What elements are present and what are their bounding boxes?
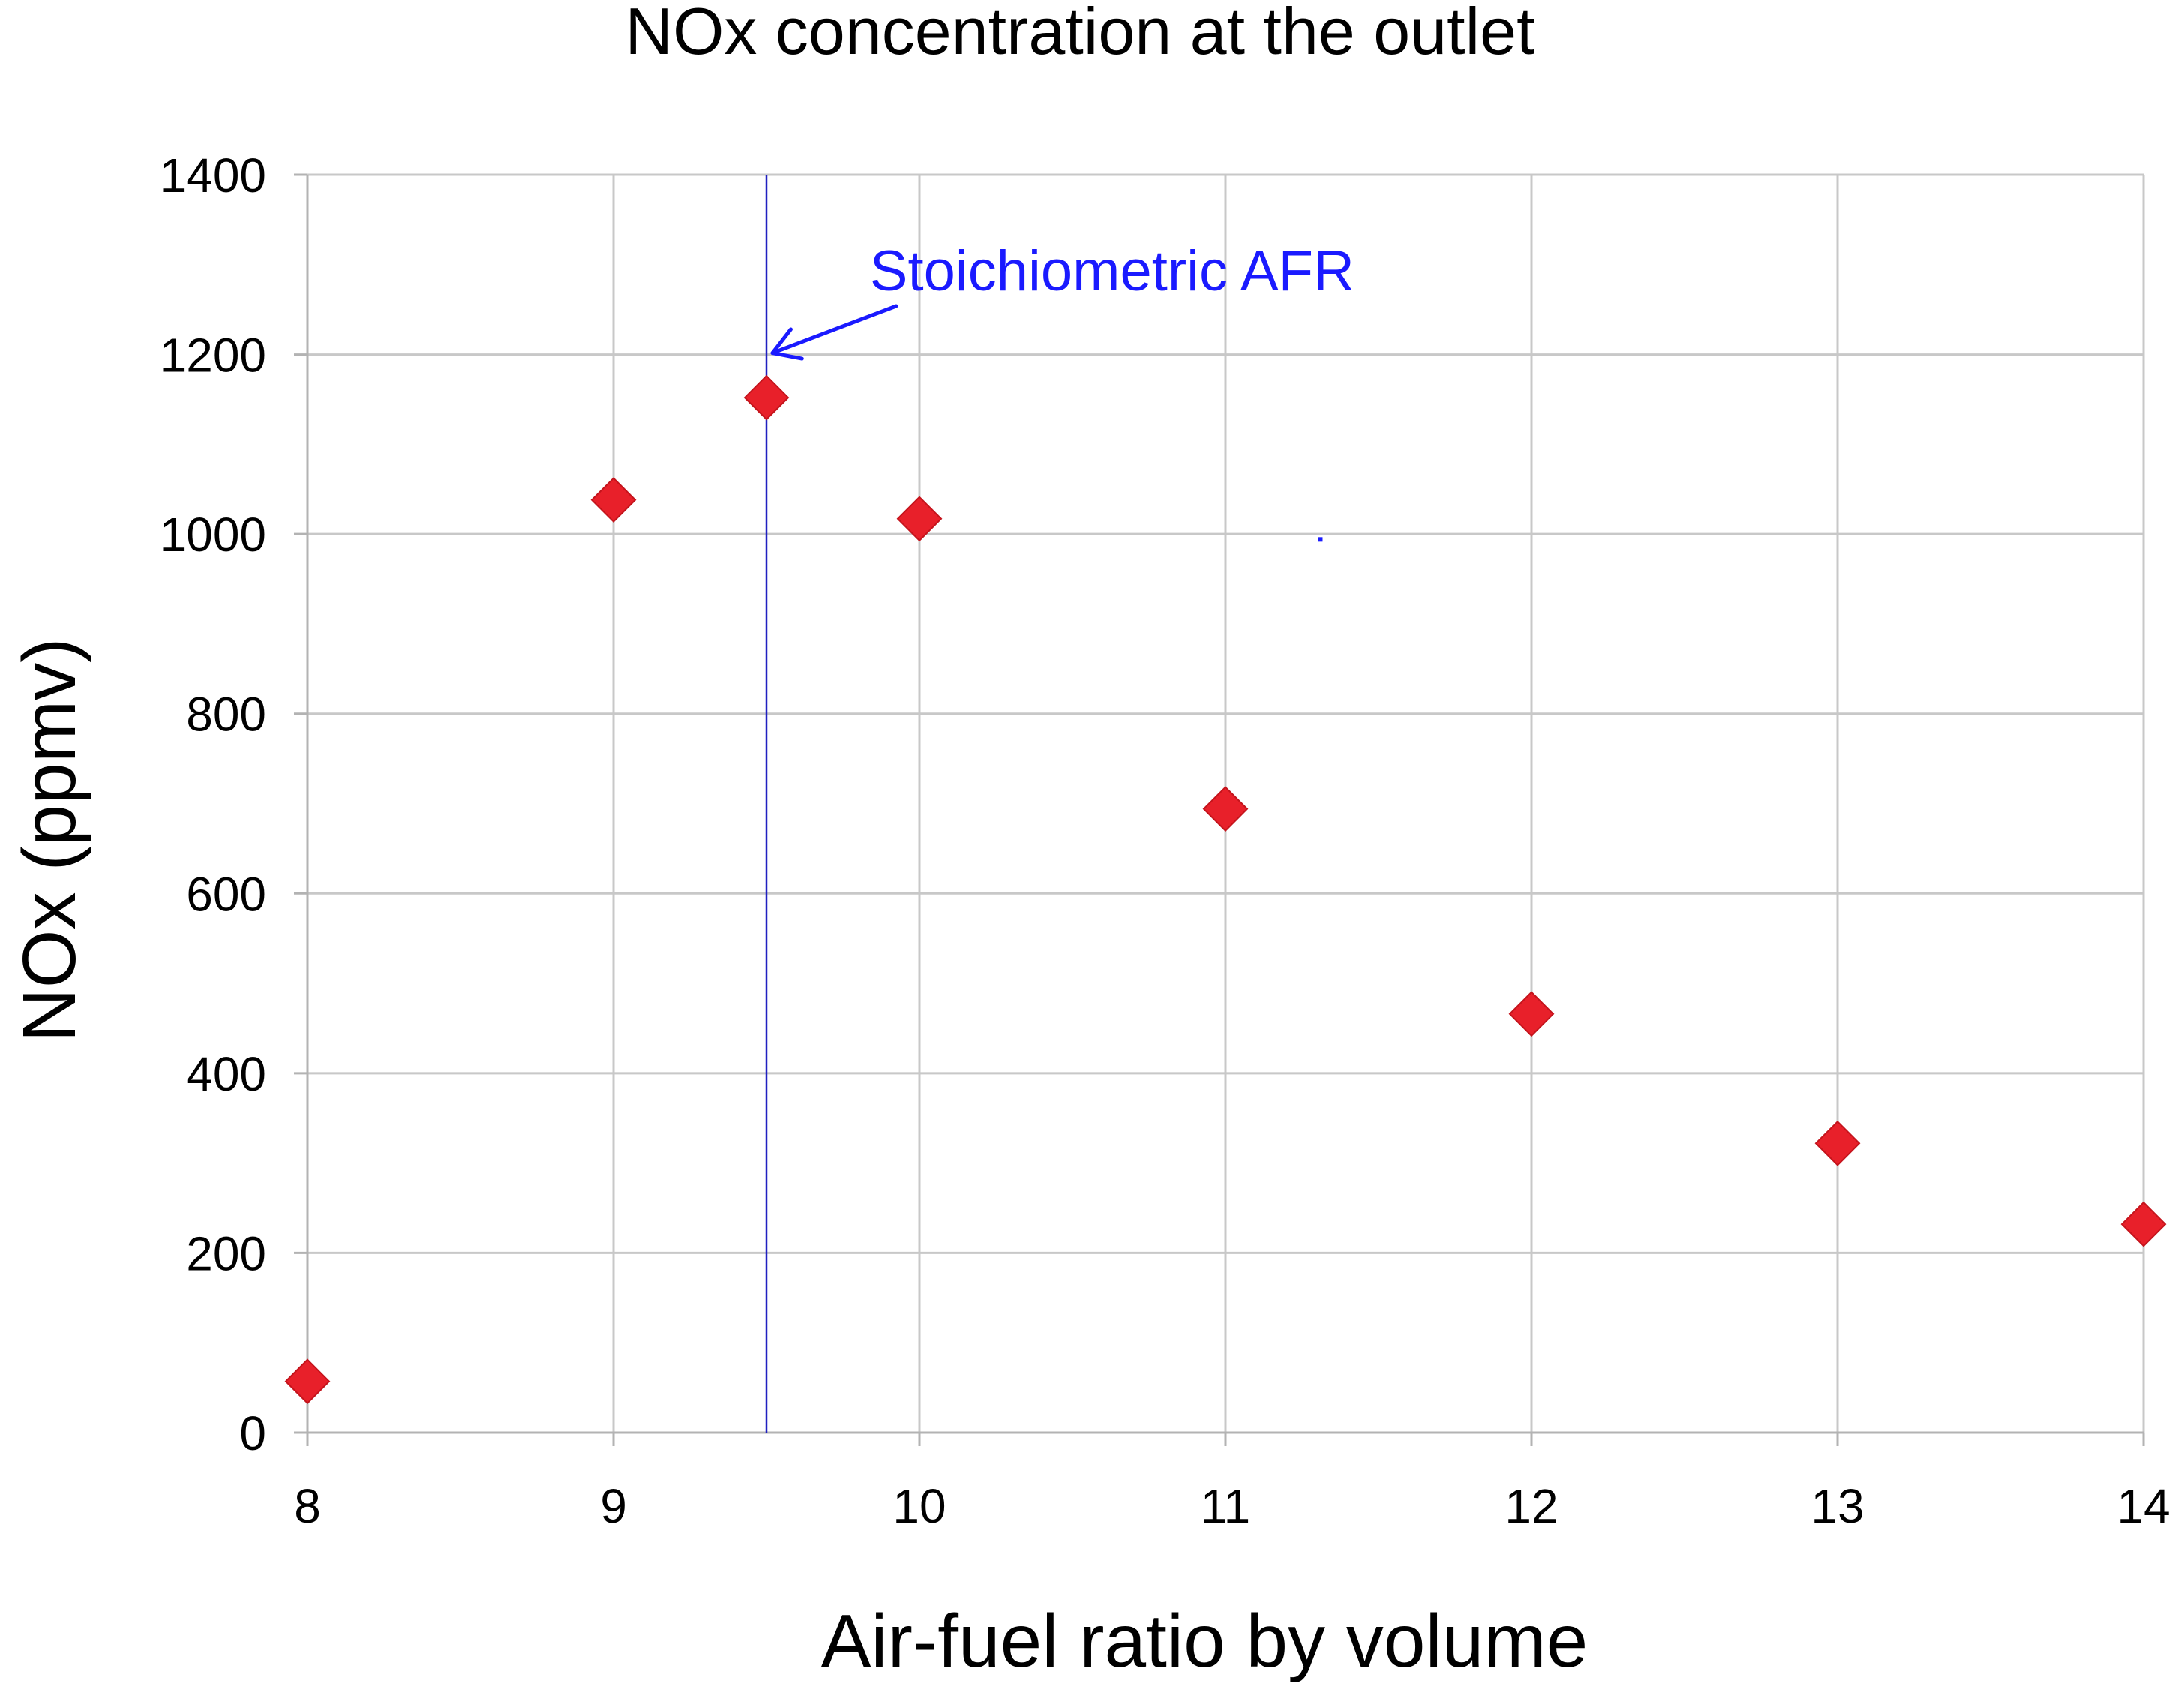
data-point xyxy=(1202,786,1249,832)
x-tick-label: 8 xyxy=(294,1479,321,1533)
chart-title: NOx concentration at the outlet xyxy=(625,0,1534,68)
x-tick-label: 12 xyxy=(1504,1479,1558,1533)
data-layer xyxy=(284,374,2167,1405)
y-tick-label: 400 xyxy=(186,1047,266,1101)
data-point xyxy=(2120,1201,2167,1247)
x-tick-label: 10 xyxy=(892,1479,946,1533)
data-point xyxy=(590,477,637,524)
axes: 8 9 10 11 12 13 14 0 200 400 600 800 1000 1200 1400 xyxy=(160,148,2170,1533)
y-tick-label: 0 xyxy=(239,1406,266,1460)
x-tick-label: 11 xyxy=(1201,1479,1250,1533)
stray-dot xyxy=(1318,537,1323,542)
annotation-label: Stoichiometric AFR xyxy=(870,239,1354,303)
label-layer: NOx concentration at the outlet Air-fuel … xyxy=(8,0,1588,1683)
y-tick-label: 1400 xyxy=(160,148,266,202)
y-tick-label: 1200 xyxy=(160,328,266,382)
x-axis-title: Air-fuel ratio by volume xyxy=(821,1599,1588,1683)
y-tick-label: 200 xyxy=(186,1226,266,1280)
y-tick-label: 600 xyxy=(186,867,266,921)
data-point xyxy=(284,1358,331,1405)
data-point xyxy=(743,374,790,421)
x-tick-label: 13 xyxy=(1810,1479,1864,1533)
data-point xyxy=(1814,1120,1861,1166)
y-tick-label: 800 xyxy=(186,688,266,742)
annotation-arrow-head xyxy=(770,327,804,361)
y-tick-label: 1000 xyxy=(160,508,266,562)
x-tick-label: 14 xyxy=(2116,1479,2170,1533)
annotation-arrow-shaft xyxy=(770,304,898,356)
x-tick-label: 9 xyxy=(600,1479,627,1533)
y-axis-title: NOx (ppmv) xyxy=(8,638,92,1042)
data-point xyxy=(1508,991,1555,1037)
data-point xyxy=(896,496,943,542)
